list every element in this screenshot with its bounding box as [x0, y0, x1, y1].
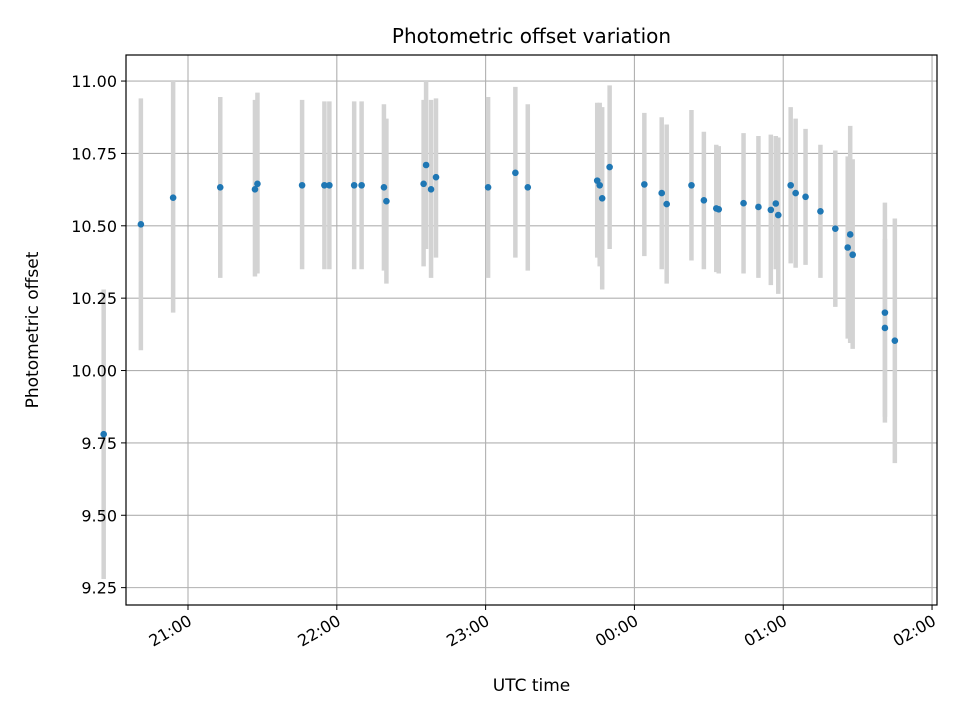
data-point [606, 163, 613, 171]
data-point [755, 203, 762, 211]
data-point [100, 430, 107, 438]
data-point [169, 194, 177, 202]
data-point [663, 200, 670, 208]
y-tick-label: 9.50 [81, 506, 117, 525]
y-tick-label: 10.00 [71, 362, 117, 381]
x-axis-label: UTC time [493, 676, 571, 696]
data-points [100, 161, 899, 438]
data-point [254, 180, 261, 188]
data-point [422, 161, 430, 169]
data-point [767, 206, 775, 214]
data-point [427, 186, 435, 193]
data-point [420, 180, 427, 188]
y-tick-label: 9.75 [81, 434, 117, 453]
chart-title: Photometric offset variation [392, 24, 671, 48]
grid-lines [126, 55, 937, 605]
data-point [881, 309, 889, 316]
data-point [658, 189, 666, 197]
data-point [740, 199, 747, 207]
data-point [251, 186, 259, 193]
data-point [350, 181, 358, 189]
data-point [846, 231, 854, 238]
data-point [383, 197, 390, 205]
y-tick-label: 10.75 [71, 144, 117, 163]
data-point [832, 225, 839, 232]
y-tick-label: 11.00 [71, 72, 117, 91]
data-point [137, 221, 145, 228]
data-point [774, 211, 782, 219]
data-point [700, 197, 708, 204]
y-axis-ticks: 9.25 9.50 9.75 10.00 10.25 10.50 10.75 11.00 [71, 72, 126, 598]
y-axis-label: Photometric offset [23, 251, 43, 408]
data-point [358, 181, 365, 189]
y-tick-label: 10.25 [71, 289, 117, 308]
data-point [512, 169, 519, 177]
data-point [844, 244, 852, 251]
y-tick-label: 9.25 [81, 579, 117, 598]
data-point [596, 181, 604, 189]
data-point [216, 183, 224, 191]
data-point [484, 183, 492, 191]
plot-area-frame [125, 54, 938, 606]
data-point [432, 173, 440, 181]
data-point [688, 181, 695, 189]
data-point [321, 181, 328, 189]
data-point [524, 183, 532, 191]
data-point [326, 181, 333, 189]
data-point [298, 181, 306, 189]
y-tick-label: 10.50 [71, 217, 117, 236]
data-point [641, 181, 648, 188]
data-point [891, 337, 899, 345]
data-point [849, 251, 856, 259]
data-point [598, 194, 606, 202]
data-point [787, 181, 794, 189]
data-point [802, 193, 809, 201]
data-point [380, 183, 388, 191]
data-point [881, 324, 889, 332]
data-point [772, 200, 780, 207]
data-point [715, 205, 723, 213]
data-point [792, 189, 799, 197]
data-point [817, 208, 824, 215]
